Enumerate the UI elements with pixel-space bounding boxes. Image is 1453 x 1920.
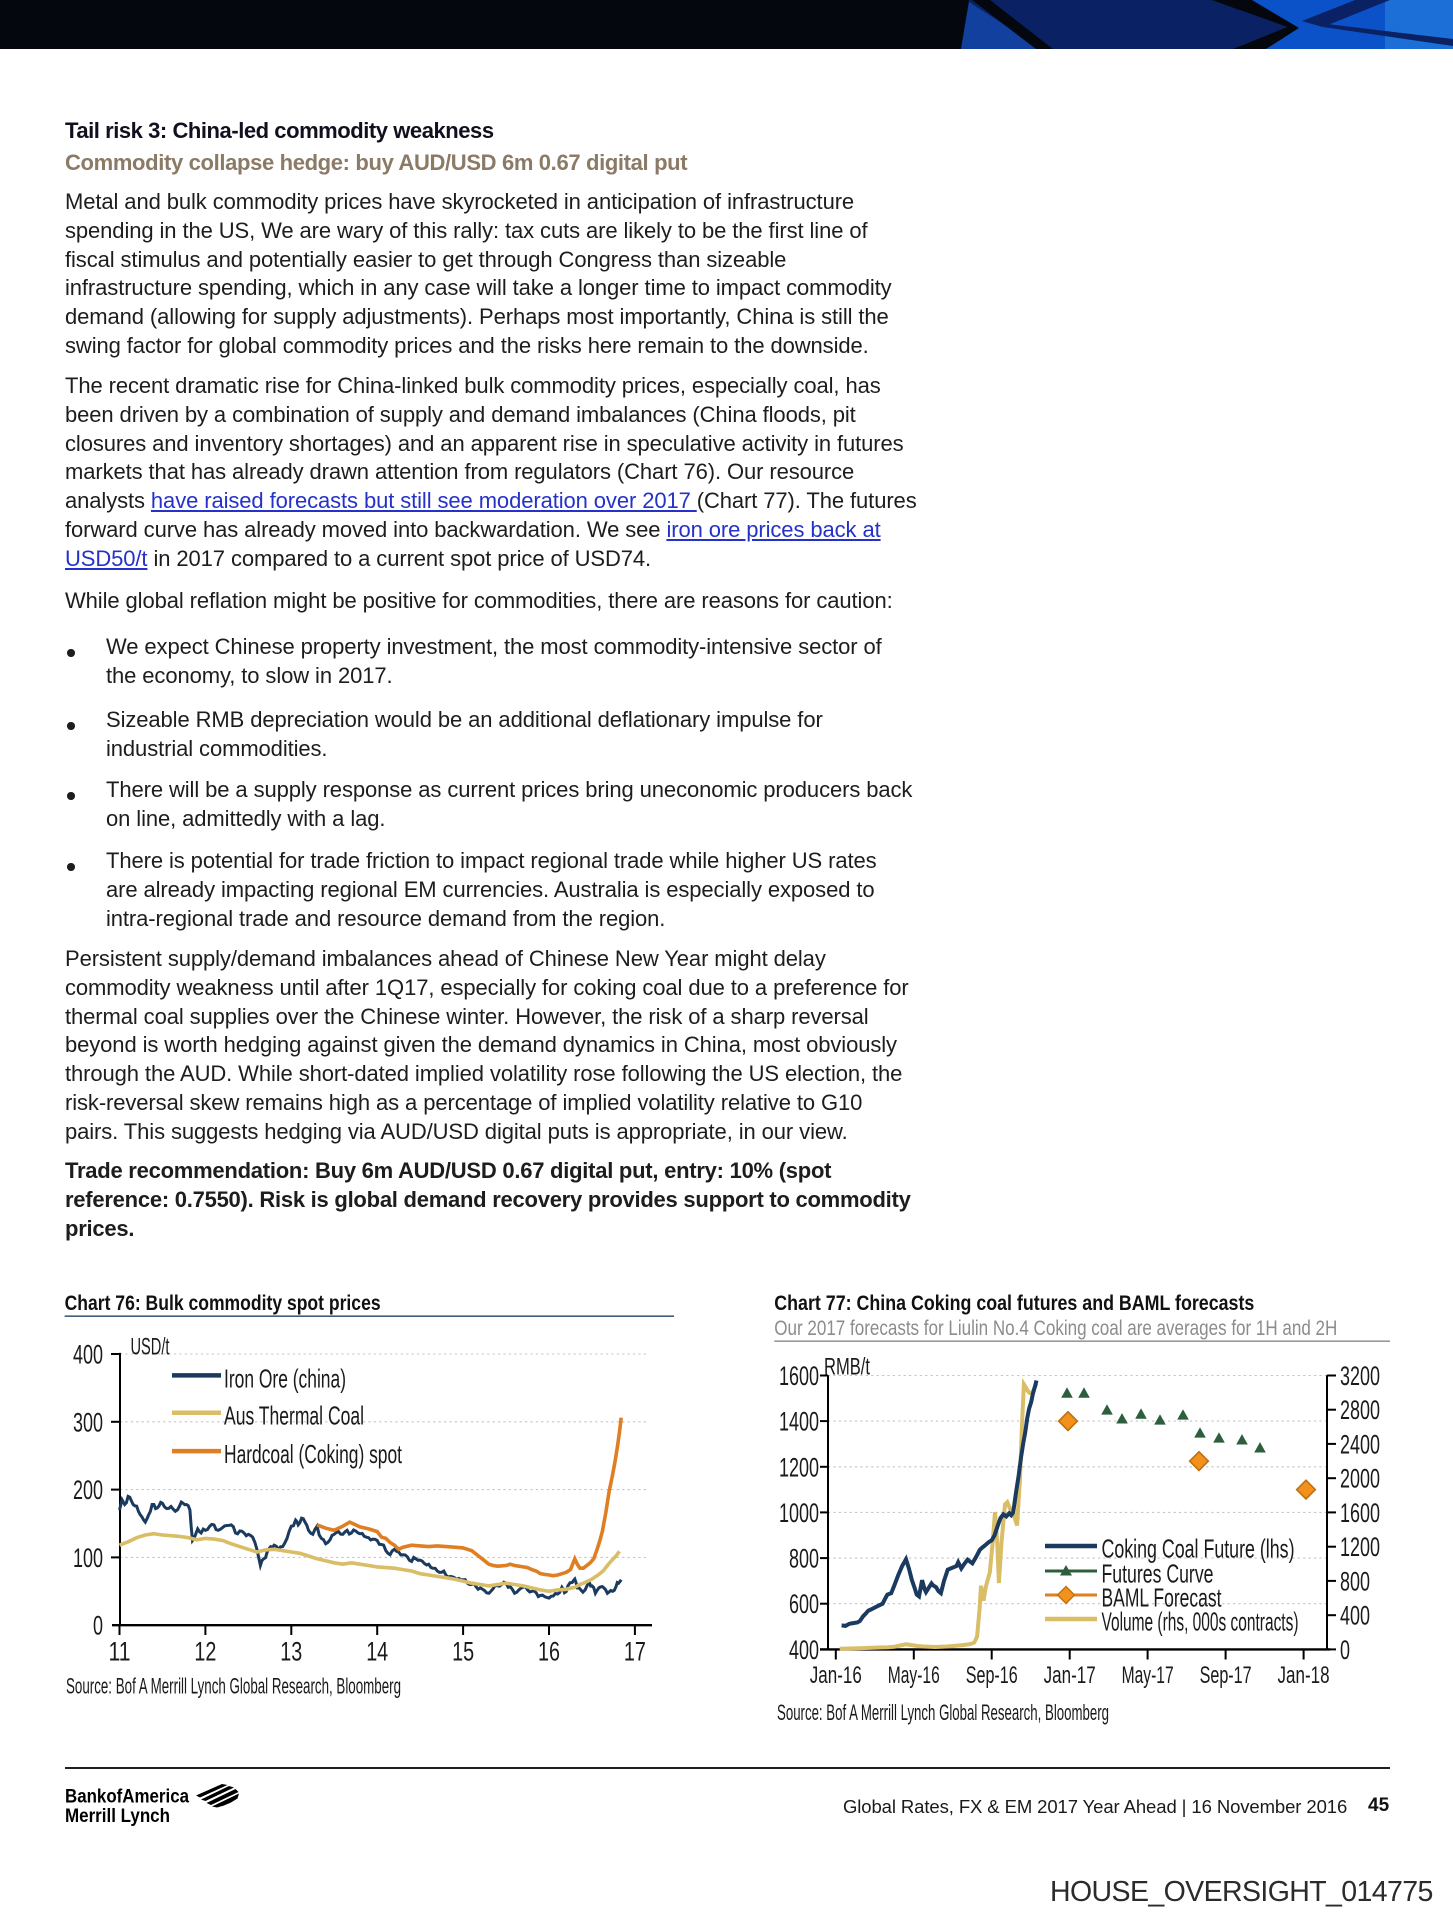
svg-text:2400: 2400 <box>1340 1429 1380 1459</box>
svg-text:400: 400 <box>73 1340 103 1370</box>
svg-text:May-16: May-16 <box>888 1662 940 1689</box>
svg-text:Jan-18: Jan-18 <box>1278 1662 1330 1689</box>
svg-text:Merrill Lynch: Merrill Lynch <box>65 1806 170 1827</box>
svg-text:0: 0 <box>93 1611 103 1641</box>
svg-text:1200: 1200 <box>1340 1532 1380 1562</box>
svg-text:Sep-17: Sep-17 <box>1200 1662 1252 1689</box>
svg-text:Our 2017 forecasts for Liulin: Our 2017 forecasts for Liulin No.4 Cokin… <box>774 1316 1337 1340</box>
svg-text:USD/t: USD/t <box>131 1334 170 1361</box>
svg-text:14: 14 <box>366 1637 388 1667</box>
svg-text:Sep-16: Sep-16 <box>966 1662 1018 1689</box>
svg-text:Iron Ore (china): Iron Ore (china) <box>224 1363 346 1393</box>
svg-text:Jan-16: Jan-16 <box>810 1662 862 1689</box>
svg-text:800: 800 <box>1340 1566 1370 1596</box>
svg-text:100: 100 <box>73 1543 103 1573</box>
svg-text:Jan-17: Jan-17 <box>1044 1662 1096 1689</box>
svg-text:RMB/t: RMB/t <box>824 1353 870 1380</box>
svg-text:Chart 77: China Coking coal fu: Chart 77: China Coking coal futures and … <box>774 1291 1254 1315</box>
svg-text:2000: 2000 <box>1340 1464 1380 1494</box>
svg-text:800: 800 <box>789 1544 819 1574</box>
svg-text:Hardcoal (Coking) spot: Hardcoal (Coking) spot <box>224 1439 403 1469</box>
svg-text:May-17: May-17 <box>1122 1662 1174 1689</box>
svg-text:15: 15 <box>452 1637 474 1667</box>
svg-text:Chart 76: Bulk commodity spot: Chart 76: Bulk commodity spot prices <box>65 1291 381 1315</box>
svg-text:0: 0 <box>1340 1635 1350 1665</box>
svg-text:Source: Bof A Merrill Lynch Gl: Source: Bof A Merrill Lynch Global Resea… <box>777 1700 1109 1725</box>
svg-text:11: 11 <box>109 1637 131 1667</box>
svg-text:Coking Coal Future (lhs): Coking Coal Future (lhs) <box>1102 1534 1295 1564</box>
svg-text:Aus Thermal Coal: Aus Thermal Coal <box>224 1401 364 1431</box>
svg-text:1000: 1000 <box>779 1498 819 1528</box>
svg-text:3200: 3200 <box>1340 1361 1380 1391</box>
svg-text:400: 400 <box>1340 1601 1370 1631</box>
svg-text:1600: 1600 <box>1340 1498 1380 1528</box>
svg-text:600: 600 <box>789 1589 819 1619</box>
svg-text:BankofAmerica: BankofAmerica <box>65 1787 189 1808</box>
svg-text:Volume (rhs, 000s contracts): Volume (rhs, 000s contracts) <box>1102 1607 1299 1637</box>
svg-text:300: 300 <box>73 1407 103 1437</box>
svg-text:2800: 2800 <box>1340 1395 1380 1425</box>
svg-text:400: 400 <box>789 1635 819 1665</box>
svg-text:Futures Curve: Futures Curve <box>1102 1559 1214 1589</box>
svg-text:1600: 1600 <box>779 1361 819 1391</box>
svg-text:1400: 1400 <box>779 1407 819 1437</box>
svg-text:13: 13 <box>280 1637 302 1667</box>
svg-text:16: 16 <box>538 1637 560 1667</box>
svg-text:1200: 1200 <box>779 1452 819 1482</box>
svg-text:12: 12 <box>194 1637 216 1667</box>
svg-text:Source: Bof A Merrill Lynch Gl: Source: Bof A Merrill Lynch Global Resea… <box>66 1673 401 1698</box>
svg-text:200: 200 <box>73 1475 103 1505</box>
svg-text:BAML Forecast: BAML Forecast <box>1102 1583 1223 1613</box>
svg-text:17: 17 <box>624 1637 646 1667</box>
